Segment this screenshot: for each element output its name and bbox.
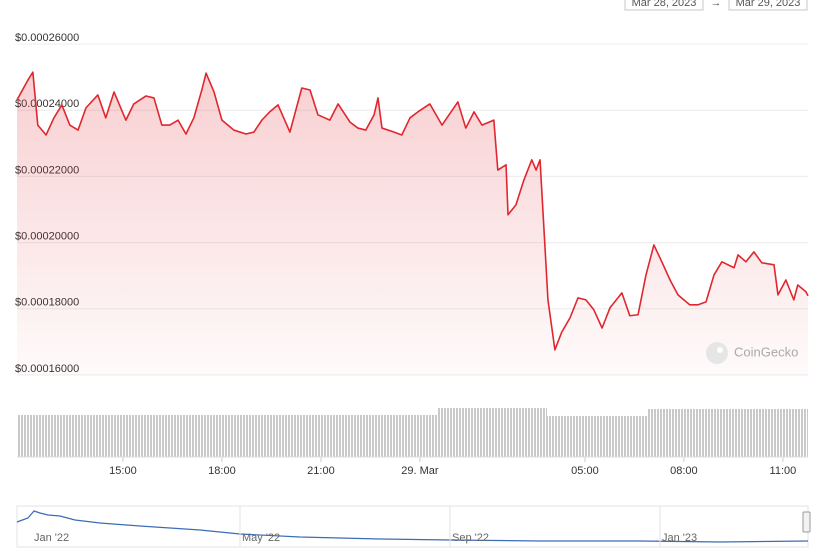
price-area (17, 72, 808, 375)
volume-strip (437, 408, 547, 457)
navigator-label: May '22 (242, 532, 280, 544)
range-to-box[interactable] (728, 0, 808, 11)
watermark: CoinGecko (706, 342, 798, 364)
volume-strip (647, 409, 808, 457)
navigator-label: Jan '23 (662, 532, 697, 544)
range-to[interactable]: Mar 29, 2023 (736, 0, 801, 9)
x-tick-label: 29. Mar (401, 465, 439, 477)
range-from[interactable]: Mar 28, 2023 (632, 0, 697, 9)
volume-strip (17, 415, 437, 457)
y-tick-label: $0.00026000 (15, 32, 79, 44)
watermark-logo (706, 342, 728, 364)
navigator-handle[interactable] (802, 511, 811, 533)
x-tick-label: 05:00 (571, 465, 599, 477)
price-line (16, 71, 809, 351)
watermark-text: CoinGecko (734, 344, 798, 359)
volume-strip (547, 416, 647, 457)
navigator-label: Jan '22 (34, 532, 69, 544)
x-tick-label: 21:00 (307, 465, 335, 477)
x-tick-label: 15:00 (109, 465, 137, 477)
plot (16, 71, 809, 375)
volume-bars (17, 408, 808, 457)
navigator-line (16, 510, 809, 543)
navigator[interactable]: Jan '22 May '22 Sep '22 Jan '23 (16, 505, 811, 548)
navigator-label: Sep '22 (452, 532, 489, 544)
range-separator: → (711, 0, 722, 9)
range-from-box[interactable] (624, 0, 704, 11)
watermark-logo-eye (717, 347, 723, 353)
x-tick-label: 08:00 (670, 465, 698, 477)
x-tick-label: 11:00 (770, 465, 797, 477)
date-range[interactable]: Mar 28, 2023 → Mar 29, 2023 (624, 0, 808, 11)
x-tick-label: 18:00 (208, 465, 236, 477)
